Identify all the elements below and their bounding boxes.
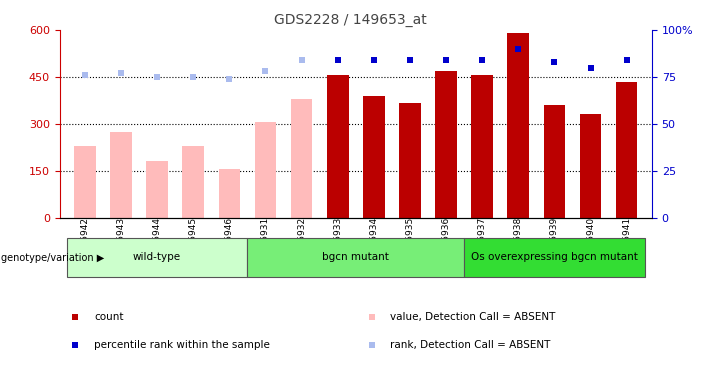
- Bar: [182, 146, 204, 218]
- Text: GSM95933: GSM95933: [333, 217, 342, 266]
- FancyBboxPatch shape: [247, 238, 464, 277]
- Bar: [254, 122, 276, 218]
- FancyBboxPatch shape: [464, 238, 645, 277]
- Text: GSM95938: GSM95938: [514, 217, 523, 266]
- Bar: [363, 96, 385, 218]
- Bar: [291, 99, 313, 218]
- Text: bgcn mutant: bgcn mutant: [322, 252, 389, 262]
- Text: Os overexpressing bgcn mutant: Os overexpressing bgcn mutant: [471, 252, 638, 262]
- Text: GSM95932: GSM95932: [297, 217, 306, 266]
- Point: [621, 57, 632, 63]
- Text: GSM95939: GSM95939: [550, 217, 559, 266]
- FancyBboxPatch shape: [67, 238, 247, 277]
- Text: GSM95935: GSM95935: [405, 217, 414, 266]
- Text: value, Detection Call = ABSENT: value, Detection Call = ABSENT: [390, 312, 556, 322]
- Bar: [580, 114, 601, 218]
- Point: [151, 74, 163, 80]
- Point: [477, 57, 488, 63]
- Bar: [508, 33, 529, 218]
- Point: [585, 64, 596, 70]
- Point: [332, 57, 343, 63]
- Text: GSM95931: GSM95931: [261, 217, 270, 266]
- Bar: [74, 146, 96, 218]
- Point: [188, 74, 199, 80]
- Text: GSM95940: GSM95940: [586, 217, 595, 266]
- Text: GSM95946: GSM95946: [225, 217, 234, 266]
- Bar: [399, 104, 421, 218]
- Text: GSM95945: GSM95945: [189, 217, 198, 266]
- Bar: [110, 132, 132, 218]
- Point: [538, 92, 549, 98]
- Point: [116, 70, 127, 76]
- Bar: [147, 161, 168, 218]
- Text: GSM95934: GSM95934: [369, 217, 379, 266]
- Bar: [471, 75, 493, 217]
- Bar: [327, 75, 348, 217]
- Point: [224, 76, 235, 82]
- Point: [260, 68, 271, 74]
- Text: rank, Detection Call = ABSENT: rank, Detection Call = ABSENT: [390, 340, 551, 350]
- Point: [404, 57, 416, 63]
- Text: percentile rank within the sample: percentile rank within the sample: [94, 340, 270, 350]
- Text: GSM95937: GSM95937: [477, 217, 486, 266]
- Bar: [435, 70, 457, 217]
- Point: [368, 57, 379, 63]
- Bar: [615, 82, 637, 218]
- Text: GDS2228 / 149653_at: GDS2228 / 149653_at: [274, 13, 427, 27]
- Text: GSM95941: GSM95941: [622, 217, 631, 266]
- Text: GSM95944: GSM95944: [153, 217, 162, 266]
- Point: [549, 59, 560, 65]
- Text: genotype/variation ▶: genotype/variation ▶: [1, 253, 104, 263]
- Point: [79, 72, 90, 78]
- Point: [512, 46, 524, 52]
- Point: [296, 57, 307, 63]
- Text: GSM95943: GSM95943: [116, 217, 125, 266]
- Text: GSM95942: GSM95942: [81, 217, 89, 266]
- Bar: [219, 169, 240, 217]
- Text: wild-type: wild-type: [133, 252, 181, 262]
- Text: count: count: [94, 312, 123, 322]
- Text: GSM95936: GSM95936: [442, 217, 451, 266]
- Bar: [543, 105, 565, 218]
- Point: [440, 57, 451, 63]
